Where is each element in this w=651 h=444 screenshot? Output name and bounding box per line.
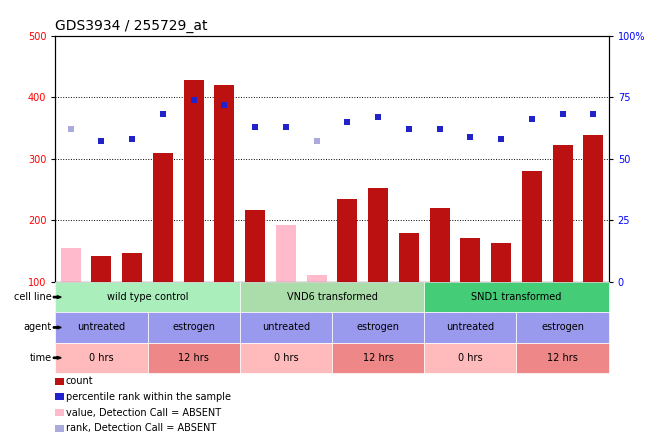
Bar — [337, 199, 357, 282]
Text: untreated: untreated — [262, 322, 310, 333]
Bar — [184, 80, 204, 282]
Text: 0 hrs: 0 hrs — [458, 353, 482, 363]
Text: VND6 transformed: VND6 transformed — [286, 292, 378, 302]
Text: wild type control: wild type control — [107, 292, 188, 302]
Bar — [153, 153, 173, 282]
Bar — [430, 208, 450, 282]
Text: cell line: cell line — [14, 292, 52, 302]
Text: value, Detection Call = ABSENT: value, Detection Call = ABSENT — [66, 408, 221, 417]
Text: SND1 transformed: SND1 transformed — [471, 292, 562, 302]
Bar — [122, 253, 142, 282]
Bar — [522, 171, 542, 282]
Bar — [276, 225, 296, 282]
Bar — [91, 256, 111, 282]
Bar — [460, 238, 480, 282]
Text: 12 hrs: 12 hrs — [178, 353, 209, 363]
Text: estrogen: estrogen — [172, 322, 215, 333]
Bar — [61, 248, 81, 282]
Text: untreated: untreated — [77, 322, 126, 333]
Text: time: time — [30, 353, 52, 363]
Text: GDS3934 / 255729_at: GDS3934 / 255729_at — [55, 19, 208, 33]
Text: untreated: untreated — [447, 322, 494, 333]
Bar — [307, 274, 327, 282]
Text: percentile rank within the sample: percentile rank within the sample — [66, 392, 230, 402]
Text: 0 hrs: 0 hrs — [89, 353, 114, 363]
Bar — [368, 188, 388, 282]
Bar — [245, 210, 265, 282]
Bar — [214, 85, 234, 282]
Text: rank, Detection Call = ABSENT: rank, Detection Call = ABSENT — [66, 423, 216, 433]
Bar — [553, 145, 573, 282]
Text: count: count — [66, 377, 93, 386]
Bar — [583, 135, 603, 282]
Text: 0 hrs: 0 hrs — [273, 353, 298, 363]
Bar — [491, 242, 511, 282]
Text: estrogen: estrogen — [357, 322, 400, 333]
Text: 12 hrs: 12 hrs — [363, 353, 394, 363]
Text: agent: agent — [24, 322, 52, 333]
Text: 12 hrs: 12 hrs — [547, 353, 578, 363]
Text: estrogen: estrogen — [541, 322, 584, 333]
Bar — [399, 233, 419, 282]
